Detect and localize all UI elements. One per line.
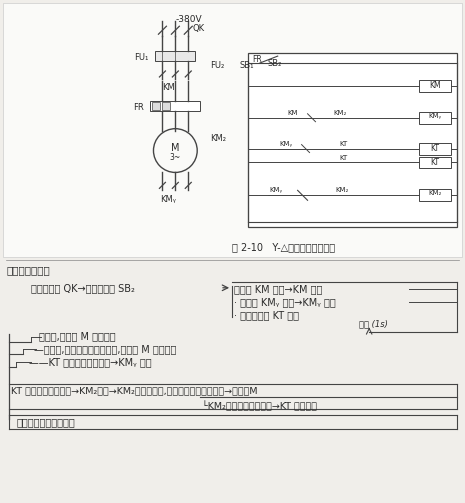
Text: 图 2-10   Y-△减压启动控制线路: 图 2-10 Y-△减压启动控制线路: [232, 242, 335, 252]
Text: M: M: [171, 142, 179, 152]
Text: KM: KM: [162, 83, 175, 92]
Text: KM₂: KM₂: [210, 134, 226, 143]
Bar: [151, 101, 200, 111]
Text: KM: KM: [429, 81, 441, 90]
Text: KT: KT: [339, 154, 348, 160]
Text: 加以额定电压正常运行: 加以额定电压正常运行: [16, 417, 75, 427]
Text: 延时 (1s): 延时 (1s): [359, 319, 388, 328]
Text: · 时间继电器 KT 通电: · 时间继电器 KT 通电: [234, 310, 299, 320]
Text: KT: KT: [430, 157, 439, 166]
FancyBboxPatch shape: [3, 4, 462, 257]
Text: ——KT 延时打开常闭触头→KMᵧ 断电: ——KT 延时打开常闭触头→KMᵧ 断电: [29, 358, 152, 367]
Text: KM₂: KM₂: [335, 187, 349, 193]
Bar: [419, 143, 451, 154]
Text: FR: FR: [133, 103, 144, 112]
Text: KM₂: KM₂: [333, 110, 347, 116]
Text: —头闭合,定子绕组连接成星形,电动机 M 减压启动: —头闭合,定子绕组连接成星形,电动机 M 减压启动: [34, 345, 177, 355]
Text: KM: KM: [288, 110, 298, 116]
Bar: [419, 189, 451, 201]
Bar: [248, 53, 457, 227]
Text: QK: QK: [192, 24, 204, 33]
Text: FU₁: FU₁: [134, 53, 148, 62]
Text: 头闭合,电动机 M 接通电源: 头闭合,电动机 M 接通电源: [39, 331, 116, 342]
Text: 接触器 KM 通电→KM 主触: 接触器 KM 通电→KM 主触: [234, 284, 322, 294]
Bar: [419, 156, 451, 169]
Text: KMᵧ: KMᵧ: [280, 141, 293, 146]
Text: KT: KT: [430, 143, 439, 152]
Bar: [162, 102, 170, 110]
Text: KMᵧ: KMᵧ: [270, 187, 283, 193]
Text: KMᵧ: KMᵧ: [160, 195, 176, 204]
Text: 启动过程如下：: 启动过程如下：: [7, 265, 50, 275]
Text: FU₂: FU₂: [210, 61, 225, 70]
Text: 合上刀开关 QK→按启动按鈕 SB₂: 合上刀开关 QK→按启动按鈕 SB₂: [31, 283, 135, 293]
Bar: [155, 51, 195, 61]
Text: KM₂: KM₂: [428, 190, 441, 196]
Text: KT: KT: [339, 141, 348, 146]
Text: -380V: -380V: [175, 15, 202, 24]
Bar: [419, 80, 451, 92]
Text: 3~: 3~: [170, 153, 181, 162]
Text: · 接触器 KMᵧ 通电→KMᵧ 主触: · 接触器 KMᵧ 通电→KMᵧ 主触: [234, 297, 336, 307]
Text: FR: FR: [252, 55, 262, 64]
Text: KT 延时闭合常开触头→KM₂通电→KM₂主触头闭合,定子绕组连接成三角形→电动机M: KT 延时闭合常开触头→KM₂通电→KM₂主触头闭合,定子绕组连接成三角形→电动…: [11, 386, 258, 395]
Text: SB₁: SB₁: [240, 61, 254, 70]
Text: SB₂: SB₂: [268, 59, 282, 68]
Bar: [419, 112, 451, 124]
Bar: [153, 102, 160, 110]
Text: KMᵧ: KMᵧ: [428, 113, 441, 119]
Text: └KM₂常闭辅助触头断开→KT 线圈断电: └KM₂常闭辅助触头断开→KT 线圈断电: [202, 401, 317, 411]
